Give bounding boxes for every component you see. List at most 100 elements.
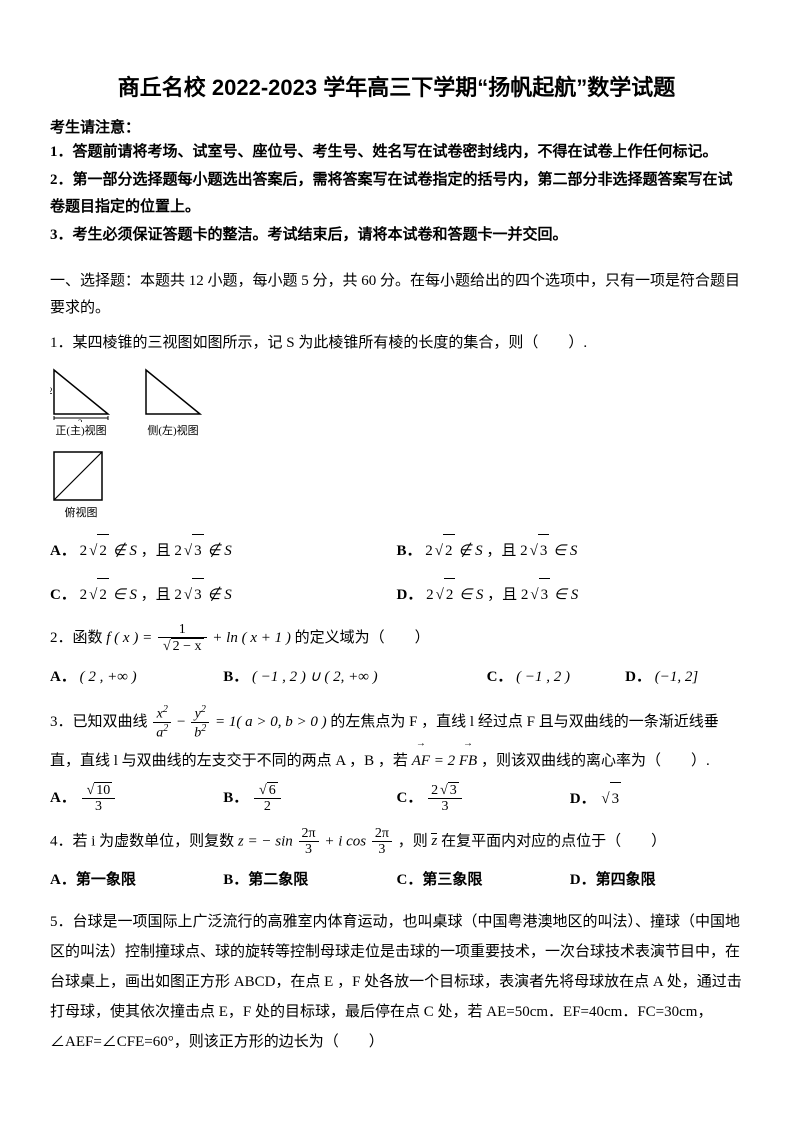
q4-options: A．第一象限 B．第二象限 C．第三象限 D．第四象限 (50, 864, 743, 897)
q3A-den: 3 (82, 799, 116, 814)
q1-optD-label: D． (397, 587, 423, 603)
q3B-den: 2 (254, 799, 281, 814)
q3-eq: = 2 (434, 753, 455, 769)
q1B-sqrt2: 2 (443, 534, 455, 568)
top-view-svg (50, 448, 106, 504)
q3-stem-pre: 3．已知双曲线 (50, 714, 151, 730)
q1-three-views: 2 2 正(主)视图 (50, 366, 743, 520)
q3D-label: D． (570, 791, 596, 807)
q1B-rel1: ∉ S (455, 543, 483, 559)
q2-radicand: 2 − x (171, 638, 204, 654)
q2-stem-pre: 2．函数 (50, 630, 106, 646)
q1A-rel1: ∉ S (109, 543, 137, 559)
q1B-sqrt3: 3 (538, 534, 550, 568)
front-view-svg: 2 2 (50, 366, 112, 422)
q3B-rad: 6 (267, 782, 278, 798)
section-1-heading: 一、选择题：本题共 12 小题，每小题 5 分，共 60 分。在每小题给出的四个… (50, 268, 743, 322)
front-view-label: 正(主)视图 (55, 425, 106, 437)
q1C-mid: ，且 (141, 587, 171, 603)
q3C-rad: 3 (448, 782, 459, 798)
q2-optD: D． (−1, 2] (625, 661, 743, 694)
q3-hyp-x: x2 a2 (153, 704, 171, 741)
q2-frac-num: 1 (158, 622, 207, 638)
q2B-label: B． (223, 669, 248, 685)
q1-optB-label: B． (397, 543, 422, 559)
notice-2: 2．第一部分选择题每小题选出答案后，需将答案写在试卷指定的括号内，第二部分非选择… (50, 167, 743, 220)
q1-stem: 1．某四棱锥的三视图如图所示，记 S 为此棱锥所有棱的长度的集合，则（ ）. (50, 335, 587, 351)
q1C-sqrt2: 2 (97, 578, 109, 612)
q4-optB: B．第二象限 (223, 864, 396, 897)
q1C-rel1: ∈ S (109, 587, 137, 603)
q1A-sqrt2: 2 (97, 534, 109, 568)
q2A-label: A． (50, 669, 76, 685)
notice-heading: 考生请注意： (50, 116, 743, 137)
q2-frac-den: 2 − x (158, 638, 207, 654)
q1-optA: A． 22 ∉ S ，且 23 ∉ S (50, 534, 397, 568)
q3D-rad: 3 (610, 782, 622, 816)
front-view: 2 2 正(主)视图 (50, 366, 112, 438)
q4-z-eq: z = − sin (238, 833, 297, 849)
q1C-sqrt3: 3 (192, 578, 204, 612)
top-view: 俯视图 (50, 448, 112, 520)
q4-optD: D．第四象限 (570, 864, 743, 897)
q1D-mid: ，且 (487, 587, 517, 603)
q1-optC-label: C． (50, 587, 76, 603)
q4-stem-post: 在复平面内对应的点位于（ ） (441, 833, 666, 849)
q3-stem-post: ，则该双曲线的离心率为（ ）. (481, 753, 710, 769)
q3-cond: = 1( a > 0, b > 0 ) (215, 714, 327, 730)
q4-icos: + i cos (324, 833, 370, 849)
q3-vec-fb: →FB (459, 741, 477, 776)
q1D-rel2: ∈ S (550, 587, 578, 603)
q1-optC: C． 22 ∈ S ，且 23 ∉ S (50, 578, 397, 612)
q1D-rel1: ∈ S (455, 587, 483, 603)
question-4: 4．若 i 为虚数单位，则复数 z = − sin 2π3 + i cos 2π… (50, 826, 743, 858)
q2-optC: C． ( −1 , 2 ) (487, 661, 626, 694)
q3-fb: FB (459, 753, 477, 769)
q3-optD: D． 3 (570, 782, 743, 816)
q3C-den: 3 (428, 799, 462, 814)
question-3: 3．已知双曲线 x2 a2 − y2 b2 = 1( a > 0, b > 0 … (50, 704, 743, 776)
q1-options-row1: A． 22 ∉ S ，且 23 ∉ S B． 22 ∉ S ，且 23 ∈ S (50, 534, 743, 568)
q4-zbar: z (431, 833, 437, 849)
notice-3: 3．考生必须保证答题卡的整洁。考试结束后，请将本试卷和答题卡一并交回。 (50, 222, 743, 248)
q4-cos-num: 2π (372, 826, 392, 842)
q4-sin-den: 3 (299, 842, 319, 857)
side-view-svg (142, 366, 204, 422)
q4-stem-mid: ，则 (398, 833, 432, 849)
q3-options: A． 103 B． 62 C． 233 D． 3 (50, 782, 743, 816)
q4-stem-pre: 4．若 i 为虚数单位，则复数 (50, 833, 238, 849)
q4-cos-den: 3 (372, 842, 392, 857)
q3B-label: B． (223, 790, 248, 806)
q1B-rel2: ∈ S (549, 543, 577, 559)
q2-ln: + ln ( x + 1 ) (212, 630, 291, 646)
q1D-sqrt2: 2 (444, 578, 456, 612)
q1D-sqrt3: 3 (539, 578, 551, 612)
q3-optA: A． 103 (50, 782, 223, 816)
q1A-rel2: ∉ S (204, 543, 232, 559)
q3-optB: B． 62 (223, 782, 396, 816)
q1B-mid: ，且 (486, 543, 516, 559)
q3-vec-af: →AF (412, 741, 430, 776)
q2B-val: ( −1 , 2 ) ∪ ( 2, +∞ ) (252, 669, 378, 685)
q4-optC: C．第三象限 (397, 864, 570, 897)
q2C-val: ( −1 , 2 ) (516, 669, 570, 685)
q2-optB: B． ( −1 , 2 ) ∪ ( 2, +∞ ) (223, 661, 486, 694)
q1-optB: B． 22 ∉ S ，且 23 ∈ S (397, 534, 744, 568)
q2-options: A． ( 2 , +∞ ) B． ( −1 , 2 ) ∪ ( 2, +∞ ) … (50, 661, 743, 694)
question-2: 2．函数 f ( x ) = 1 2 − x + ln ( x + 1 ) 的定… (50, 622, 743, 655)
q1C-rel2: ∉ S (204, 587, 232, 603)
q3C-label: C． (397, 790, 423, 806)
q2-stem-post: 的定义域为（ ） (295, 630, 430, 646)
q2C-label: C． (487, 669, 513, 685)
notice-1: 1．答题前请将考场、试室号、座位号、考生号、姓名写在试卷密封线内，不得在试卷上作… (50, 139, 743, 165)
side-view: 侧(左)视图 (142, 366, 204, 438)
q3A-label: A． (50, 790, 76, 806)
exam-title: 商丘名校 2022-2023 学年高三下学期“扬帆起航”数学试题 (50, 70, 743, 102)
svg-text:2: 2 (78, 418, 83, 422)
side-view-label: 侧(左)视图 (147, 425, 198, 437)
q3C-2: 2 (431, 783, 438, 798)
q3-optC: C． 233 (397, 782, 570, 816)
q3-af: AF (412, 753, 430, 769)
question-5: 5．台球是一项国际上广泛流行的高雅室内体育运动，也叫桌球（中国粤港澳地区的叫法）… (50, 907, 743, 1057)
q3A-rad: 10 (94, 782, 112, 798)
